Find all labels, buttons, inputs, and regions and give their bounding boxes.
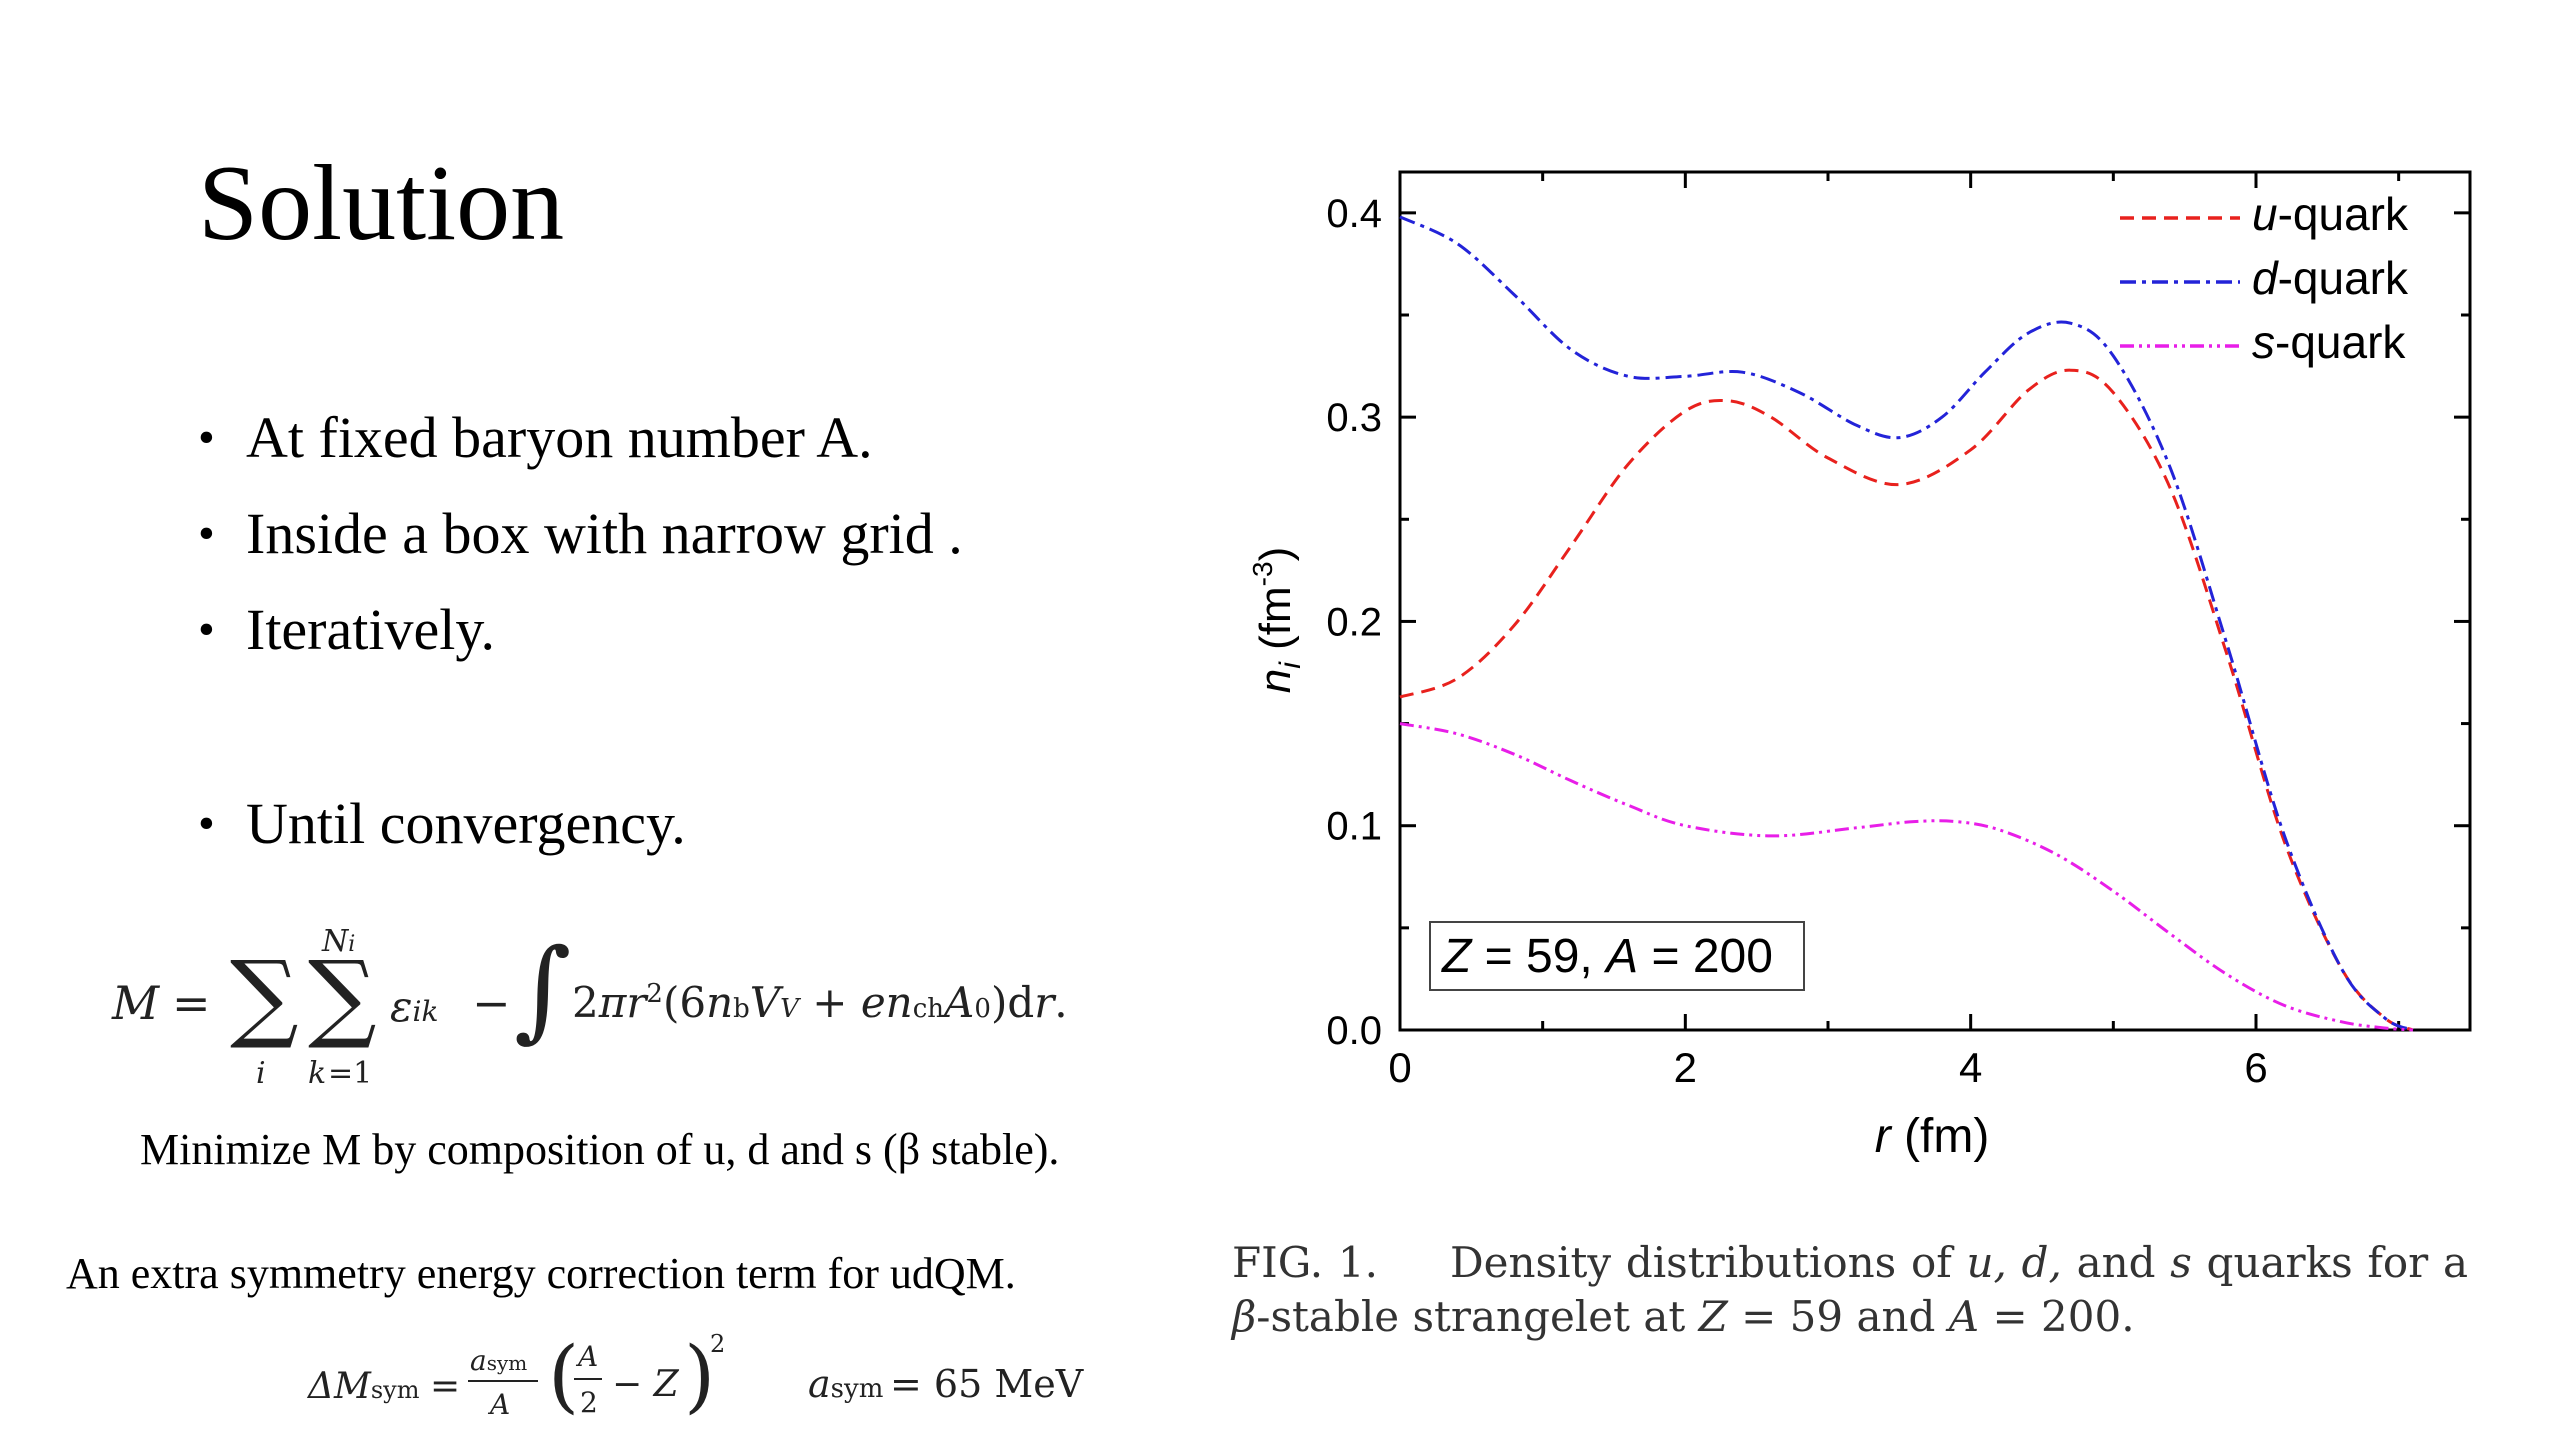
density-chart: 0 2 4 6 0.0 0.1 0.2 0.3 0.4 u-quark d-quark s-quar…	[1247, 170, 2472, 1163]
x-tick-label: 2	[1674, 1044, 1697, 1091]
caption-label: FIG. 1.	[1232, 1238, 1378, 1287]
bullet-dot-icon: •	[198, 603, 215, 656]
annotation-text: Z = 59, A = 200	[1441, 930, 1773, 983]
bullet-item: • At fixed baryon number A.	[198, 390, 963, 486]
plot-border	[1398, 170, 2472, 1032]
symmetry-formula: ΔMsym = asym A ( A 2 − Z ) 2 asym = 65 M…	[308, 1329, 1084, 1422]
asym-value: = 65 MeV	[890, 1362, 1084, 1406]
x-tick-label: 4	[1959, 1044, 1982, 1091]
bullet-item: • Iteratively.	[198, 582, 963, 678]
y-tick-label: 0.2	[1326, 600, 1382, 644]
minimize-text: Minimize M by composition of u, d and s …	[140, 1125, 1060, 1174]
bullet-list: • At fixed baryon number A. • Inside a box…	[198, 390, 963, 872]
bullet-dot-icon: •	[198, 797, 215, 850]
mass-formula: M = ∑ i ∑ Ni k =1 εik − ∫ 2πr2(6nbVV + e…	[112, 924, 1068, 1091]
legend-entry: u-quark	[2252, 188, 2409, 240]
y-axis-label: ni (fm-3)	[1247, 547, 1307, 693]
legend-entry: d-quark	[2252, 252, 2409, 304]
bullet-dot-icon: •	[198, 411, 215, 464]
legend: u-quark d-quark s-quark	[2120, 188, 2409, 368]
axis-ticks	[1398, 172, 2470, 1032]
legend-entry: s-quark	[2252, 316, 2406, 368]
bullet-item: • Inside a box with narrow grid .	[198, 486, 963, 582]
tick-labels: 0 2 4 6 0.0 0.1 0.2 0.3 0.4	[1326, 192, 2267, 1091]
series-line-u-quark	[1399, 368, 2414, 1032]
extra-term-text: An extra symmetry energy correction term…	[66, 1249, 1016, 1298]
y-tick-label: 0.4	[1326, 192, 1382, 236]
series-line-d-quark	[1399, 215, 2414, 1032]
figure-caption: FIG. 1. Density distributions of u, d, an…	[1232, 1238, 2469, 1341]
bullet-item: • Until convergency.	[198, 776, 963, 872]
bullet-dot-icon: •	[198, 507, 215, 560]
slide-title: Solution	[198, 144, 565, 263]
annotation-box: Z = 59, A = 200	[1429, 921, 1805, 991]
x-tick-label: 6	[2244, 1044, 2267, 1091]
y-tick-label: 0.1	[1326, 805, 1382, 849]
plot-frame	[1398, 170, 2472, 1032]
series-lines	[1399, 215, 2414, 1032]
series-line-s-quark	[1399, 722, 2413, 1032]
x-axis-label: r (fm)	[1875, 1110, 1990, 1163]
y-tick-label: 0.3	[1326, 396, 1382, 440]
y-tick-label: 0.0	[1326, 1009, 1382, 1053]
x-tick-label: 0	[1388, 1044, 1411, 1091]
